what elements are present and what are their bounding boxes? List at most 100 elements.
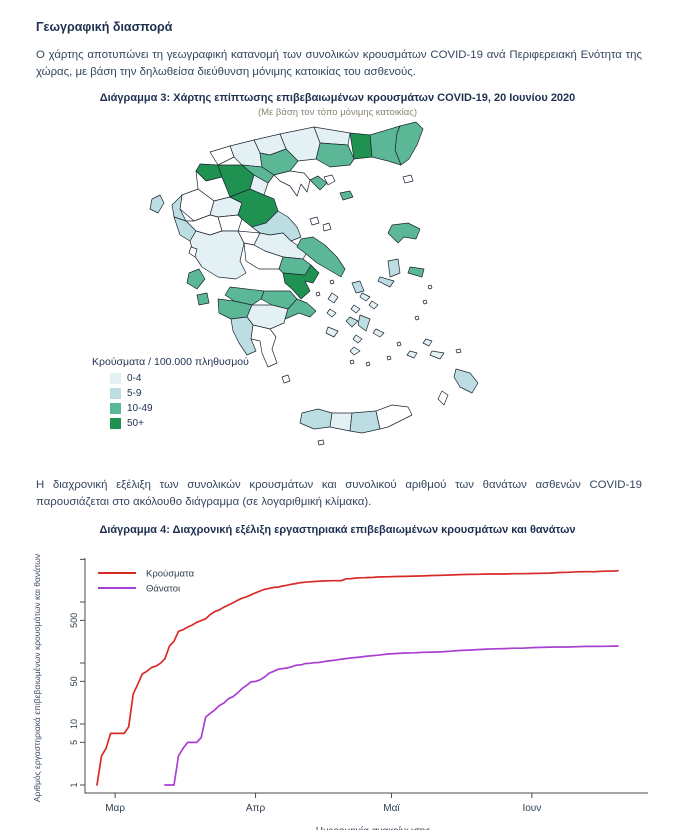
- region-islet-1: [349, 359, 355, 365]
- region-rhodopi: [369, 125, 402, 166]
- region-samos: [407, 266, 425, 278]
- chart-figure-title: Διάγραμμα 4: Διαχρονική εξέλιξη εργαστηρ…: [99, 524, 576, 536]
- legend-label: 10-49: [127, 402, 153, 414]
- region-rethymno: [329, 412, 353, 432]
- region-islet-3: [386, 355, 392, 361]
- x-tick-label: Ιουν: [522, 803, 541, 814]
- chart-axes: [84, 558, 648, 794]
- region-athos: [309, 175, 328, 191]
- region-andros: [351, 280, 365, 294]
- region-islet-8: [455, 348, 462, 354]
- map-legend-title: Κρούσματα / 100.000 πληθυσμού: [92, 356, 249, 368]
- map-legend-item-2: 10-49: [110, 402, 249, 414]
- y-axis-label: Αριθμός εργαστηριακά επιβεβαιωμένων κρου…: [32, 554, 42, 802]
- region-kefalonia: [186, 268, 206, 290]
- region-kalymnos: [422, 338, 433, 347]
- region-islet-7: [427, 284, 433, 290]
- series-line-0: [96, 569, 619, 786]
- region-irakleio: [349, 410, 381, 434]
- region-islet-10: [329, 279, 335, 285]
- region-lefkada: [188, 246, 198, 258]
- timeline-paragraph: Η διαχρονική εξέλιξη των συνολικών κρουσ…: [36, 479, 642, 508]
- y-tick-label: 1: [69, 782, 79, 787]
- region-evia: [296, 236, 346, 278]
- region-naxos: [357, 314, 371, 332]
- x-tick-label: Μαϊ: [383, 803, 400, 814]
- region-mykonos: [368, 300, 379, 310]
- region-chania: [299, 408, 333, 430]
- legend-swatch: [110, 372, 121, 384]
- legend-swatch: [110, 417, 121, 429]
- region-kos: [429, 350, 445, 360]
- legend-label: 0-4: [127, 372, 142, 384]
- intro-paragraph: Ο χάρτης αποτυπώνει τη γεωγραφική κατανο…: [36, 49, 642, 78]
- region-syros: [350, 304, 361, 314]
- legend-label: 5-9: [127, 387, 142, 399]
- map-legend-item-3: 50+: [110, 417, 249, 429]
- region-kythira: [281, 374, 291, 384]
- map-regions: [149, 121, 479, 446]
- legend-series-label-0: Κρούσματα: [146, 569, 195, 580]
- region-voiotia: [278, 256, 312, 276]
- region-lesvos: [387, 222, 421, 244]
- region-kavala: [315, 142, 355, 168]
- y-tick-label: 10: [69, 719, 79, 729]
- x-tick-label: Απρ: [246, 803, 266, 814]
- region-ios: [352, 334, 363, 344]
- region-santorini: [349, 346, 361, 356]
- map-figure-title: Διάγραμμα 3: Χάρτης επίπτωσης επιβεβαιωμ…: [99, 92, 576, 104]
- region-corfu: [149, 194, 165, 214]
- chart-legend: Κρούσματα Θάνατοι: [98, 569, 195, 595]
- y-tick-label: 5: [69, 740, 79, 745]
- y-tick-label: 50: [69, 676, 79, 686]
- region-florina: [209, 145, 235, 166]
- region-lasithi: [375, 404, 413, 430]
- region-sporades-a: [309, 216, 320, 226]
- x-tick-label: Μαρ: [105, 803, 125, 814]
- region-tinos: [359, 292, 371, 302]
- region-attiki: [282, 264, 320, 300]
- region-ikaria: [377, 276, 395, 288]
- region-chios: [387, 258, 401, 278]
- map-svg: [149, 121, 479, 446]
- region-karpathos: [437, 390, 449, 406]
- region-thesprotia: [171, 194, 187, 222]
- region-islet-4: [396, 341, 402, 347]
- region-astypalaia: [406, 350, 418, 359]
- greece-choropleth-map: [104, 120, 556, 470]
- map-legend-item-1: 5-9: [110, 387, 249, 399]
- region-gavdos: [317, 439, 325, 446]
- y-tick-label: 500: [69, 613, 79, 628]
- y-axis-ticks: 1 5 10 50 500: [69, 558, 85, 788]
- region-aitoloakarnania: [189, 230, 247, 280]
- legend-swatch: [110, 387, 121, 399]
- section-heading: Γεωγραφική διασπορά: [36, 20, 173, 34]
- chart-series-lines: [96, 569, 619, 786]
- region-kea: [327, 292, 339, 304]
- region-messinia: [230, 316, 257, 356]
- region-lakonia: [250, 324, 278, 368]
- map-figure-subtitle: (Με βάση τον τόπο μόνιμης κατοικίας): [257, 107, 418, 118]
- region-zakynthos: [196, 292, 210, 306]
- region-islet-2: [365, 361, 371, 367]
- map-legend-item-0: 0-4: [110, 372, 249, 384]
- region-samothraki: [402, 174, 414, 184]
- series-line-1: [164, 645, 619, 786]
- region-milos: [325, 326, 339, 338]
- map-legend-rows: 0-4 5-9 10-49 50+: [92, 372, 249, 429]
- map-legend: Κρούσματα / 100.000 πληθυσμού 0-4 5-9 10-4…: [92, 356, 249, 432]
- legend-series-label-1: Θάνατοι: [146, 584, 180, 595]
- region-lemnos: [339, 190, 354, 201]
- region-sporades-b: [322, 222, 332, 232]
- region-fokida: [243, 242, 284, 270]
- x-axis-label: Ημερομηνία ανακοίνωσης: [316, 825, 431, 830]
- legend-label: 50+: [127, 417, 144, 429]
- region-rodos: [453, 368, 479, 394]
- region-kythnos: [326, 308, 337, 318]
- x-axis-ticks: Μαρ Απρ Μαϊ Ιουν: [105, 793, 541, 814]
- region-argolida: [284, 298, 317, 320]
- region-islet-9: [315, 291, 321, 297]
- region-islet-5: [414, 315, 420, 321]
- timeline-chart: 1 5 10 50 500 Μαρ Απρ Μαϊ Ιουν Κρούσματα Θάνατοι…: [32, 554, 648, 830]
